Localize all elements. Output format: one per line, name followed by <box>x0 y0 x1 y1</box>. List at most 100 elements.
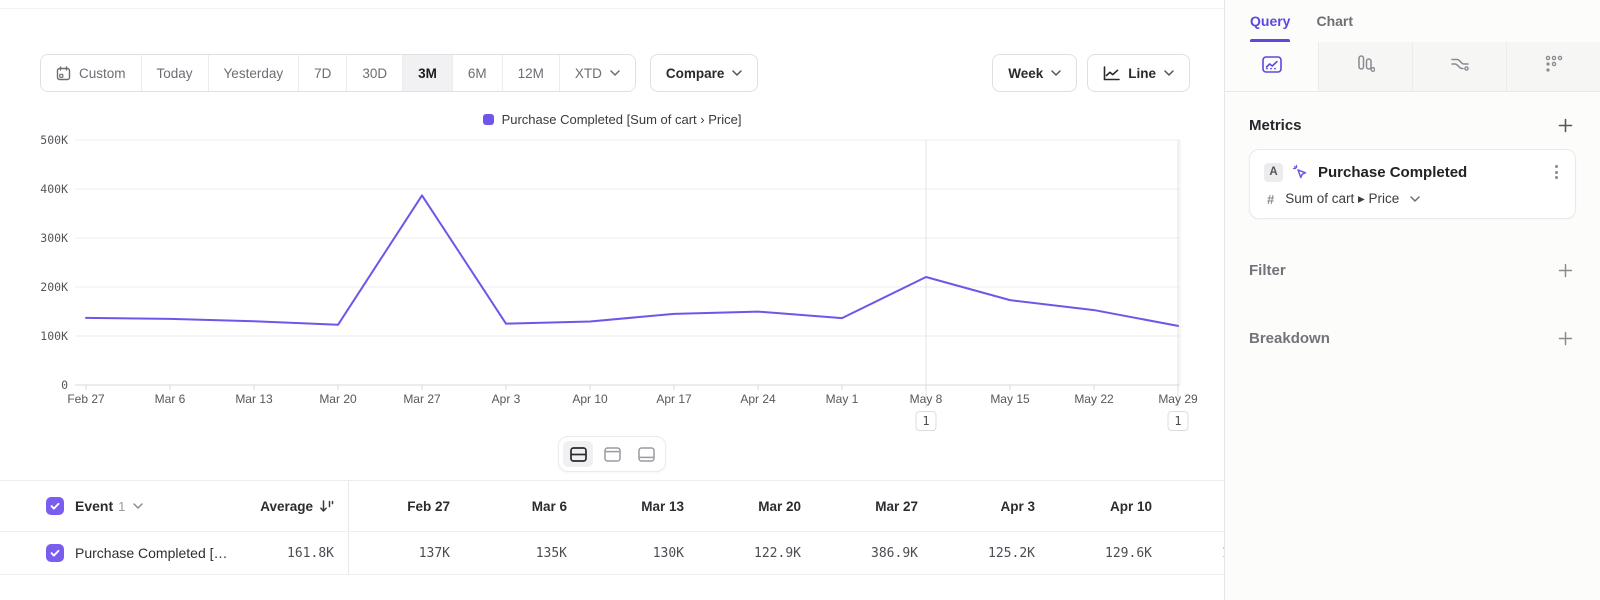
funnel-bars-icon <box>1357 55 1375 78</box>
tab-chart[interactable]: Chart <box>1316 13 1354 29</box>
cell-value: 145.2K <box>1168 546 1224 561</box>
cell-value: 137K <box>418 545 450 561</box>
metric-card[interactable]: A Purchase Completed # Sum of cart ▸ Pri… <box>1249 149 1576 219</box>
flows-tab[interactable] <box>1412 42 1506 91</box>
range-yesterday[interactable]: Yesterday <box>207 55 299 91</box>
add-filter-button[interactable] <box>1554 259 1576 281</box>
date-columns-values: 137K 135K 130K 122.9K 386.9K 125.2K 129.6K 145.… <box>348 532 1224 574</box>
chevron-down-icon <box>732 70 743 76</box>
chart-type-dropdown[interactable]: Line <box>1087 54 1190 92</box>
svg-text:Apr 3: Apr 3 <box>492 392 521 406</box>
date-column-header[interactable]: Mar 27 <box>875 498 918 514</box>
svg-text:May 1: May 1 <box>826 392 859 406</box>
interval-label: Week <box>1008 65 1044 81</box>
svg-text:Mar 20: Mar 20 <box>319 392 357 406</box>
svg-text:Feb 27: Feb 27 <box>67 392 105 406</box>
interval-dropdown[interactable]: Week <box>992 54 1078 92</box>
select-all-checkbox[interactable] <box>46 497 64 515</box>
panel-tab-bar: Query Chart <box>1225 0 1600 42</box>
svg-text:May 8: May 8 <box>910 392 943 406</box>
svg-text:May 22: May 22 <box>1074 392 1114 406</box>
split-view-toggle[interactable] <box>563 441 593 467</box>
range-12m[interactable]: 12M <box>501 55 559 91</box>
report-main-area: Custom Today Yesterday 7D 30D 3M 6M 12M XTD Comp… <box>0 8 1224 575</box>
event-count: 1 <box>118 498 126 514</box>
range-30d[interactable]: 30D <box>346 55 403 91</box>
line-chart-icon <box>1103 65 1121 81</box>
add-metric-button[interactable] <box>1554 114 1576 136</box>
annotation-badge[interactable]: 1 <box>915 411 937 431</box>
chevron-down-icon <box>1164 70 1174 76</box>
table-divider <box>0 480 1224 481</box>
date-column-header[interactable]: Apr 17 <box>1168 499 1224 514</box>
compare-button[interactable]: Compare <box>649 54 759 92</box>
chevron-down-icon <box>610 70 620 76</box>
range-custom[interactable]: Custom <box>41 55 141 91</box>
table-header-row: Event 1 Average Feb 27 Mar 6 Mar 13 Mar 20 M… <box>0 481 1224 532</box>
aggregation-dropdown[interactable]: # Sum of cart ▸ Price <box>1264 191 1561 207</box>
range-7d[interactable]: 7D <box>298 55 347 91</box>
numeric-aggregation-icon: # <box>1267 191 1275 207</box>
date-column-header[interactable]: Mar 6 <box>531 498 567 514</box>
cell-value: 130K <box>652 545 684 561</box>
add-breakdown-button[interactable] <box>1554 327 1576 349</box>
cell-value: 122.9K <box>754 545 801 561</box>
date-column-header[interactable]: Apr 3 <box>1000 498 1035 514</box>
svg-text:Apr 10: Apr 10 <box>572 392 608 406</box>
retention-tab[interactable] <box>1506 42 1600 91</box>
range-today[interactable]: Today <box>140 55 208 91</box>
average-header-cell: Average <box>230 499 348 514</box>
aggregation-label: Sum of cart ▸ Price <box>1285 191 1400 206</box>
svg-text:Mar 27: Mar 27 <box>403 392 441 406</box>
table-only-toggle[interactable] <box>631 441 661 467</box>
layout-toggle-group <box>558 436 666 472</box>
date-range-selector: Custom Today Yesterday 7D 30D 3M 6M 12M XTD <box>40 54 636 92</box>
cell-value: 129.6K <box>1105 545 1152 561</box>
svg-text:Apr 17: Apr 17 <box>656 392 692 406</box>
metrics-section-header: Metrics <box>1249 114 1576 136</box>
cell-value: 135K <box>535 545 567 561</box>
range-3m[interactable]: 3M <box>402 55 452 91</box>
svg-text:May 15: May 15 <box>990 392 1030 406</box>
event-header-cell[interactable]: Event 1 <box>0 497 230 515</box>
svg-text:200K: 200K <box>40 280 68 294</box>
range-6m[interactable]: 6M <box>451 55 502 91</box>
insights-tab[interactable] <box>1225 42 1318 91</box>
series-name: Purchase Completed [Sum of cart › Price] <box>75 545 230 561</box>
top-divider <box>0 8 1224 9</box>
sort-descending-icon[interactable] <box>319 499 334 514</box>
chevron-down-icon <box>1410 196 1421 202</box>
svg-text:300K: 300K <box>40 231 68 245</box>
tab-query[interactable]: Query <box>1250 0 1291 42</box>
cell-value: 386.9K <box>871 545 918 561</box>
date-column-header[interactable]: Apr 10 <box>1109 498 1152 514</box>
row-checkbox[interactable] <box>46 544 64 562</box>
svg-text:Mar 6: Mar 6 <box>155 392 186 406</box>
annotation-badge[interactable]: 1 <box>1167 411 1189 431</box>
metric-event-name: Purchase Completed <box>1318 163 1468 181</box>
chart-only-toggle[interactable] <box>597 441 627 467</box>
chart-type-label: Line <box>1128 65 1156 81</box>
date-column-header[interactable]: Feb 27 <box>407 498 450 514</box>
metric-options-kebab-icon[interactable] <box>1552 162 1561 182</box>
cell-value: 125.2K <box>988 545 1035 561</box>
range-xtd[interactable]: XTD <box>558 55 635 91</box>
line-chart: 0 100K 200K 300K 400K 500K Feb 27 Mar 6 Mar 13 Ma… <box>40 133 1198 431</box>
query-panel: Query Chart Metrics <box>1224 0 1600 600</box>
calendar-icon <box>56 65 71 81</box>
chart-legend: Purchase Completed [Sum of cart › Price] <box>0 112 1224 127</box>
table-row[interactable]: Purchase Completed [Sum of cart › Price]… <box>0 532 1224 575</box>
event-cursor-icon <box>1292 164 1309 181</box>
report-toolbar: Custom Today Yesterday 7D 30D 3M 6M 12M XTD Comp… <box>40 54 1190 92</box>
date-column-header[interactable]: Mar 13 <box>641 498 684 514</box>
insights-chart-icon <box>1261 55 1282 78</box>
event-header-label: Event <box>75 498 114 514</box>
filter-section: Filter <box>1249 259 1576 281</box>
retention-dots-icon <box>1545 55 1563 78</box>
report-type-tabs <box>1225 42 1600 92</box>
legend-label: Purchase Completed [Sum of cart › Price] <box>501 112 742 127</box>
legend-swatch <box>482 114 494 125</box>
date-column-header[interactable]: Mar 20 <box>758 498 801 514</box>
funnels-tab[interactable] <box>1318 42 1412 91</box>
chevron-down-icon[interactable] <box>133 503 144 509</box>
